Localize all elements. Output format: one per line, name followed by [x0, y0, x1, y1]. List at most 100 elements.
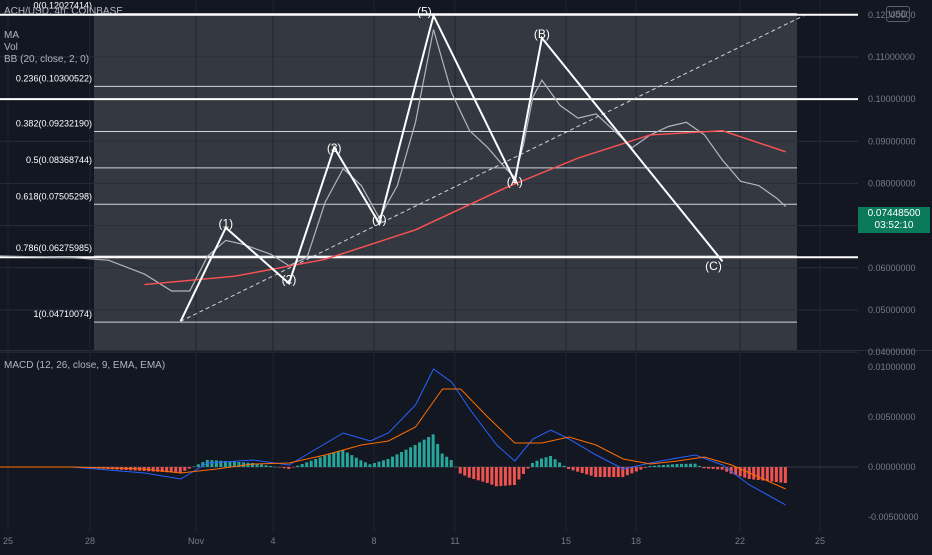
ma-line	[144, 129, 786, 286]
macd-histogram-bar	[467, 467, 471, 478]
macd-histogram-bar	[675, 464, 679, 467]
macd-histogram-bar	[508, 467, 512, 486]
wave-label: (2)	[282, 272, 297, 286]
macd-histogram-bar	[761, 467, 765, 481]
macd-histogram-bar	[680, 463, 684, 467]
macd-histogram-bar	[305, 462, 309, 467]
macd-histogram-bar	[372, 463, 376, 467]
macd-histogram-bar	[571, 467, 575, 471]
price-axis-label: 0.05000000	[868, 305, 916, 315]
macd-histogram-bar	[625, 467, 629, 476]
time-axis-label: 28	[85, 536, 95, 546]
macd-histogram-bar	[232, 461, 236, 467]
fib-level-label: 0.618(0.07505298)	[16, 191, 92, 201]
time-axis-label: 11	[450, 536, 459, 546]
macd-histogram-bar	[720, 467, 724, 470]
macd-histogram-bar	[323, 455, 327, 467]
macd-histogram-bar	[192, 466, 196, 467]
macd-histogram-bar	[282, 467, 286, 469]
macd-histogram-bar	[241, 462, 245, 467]
macd-histogram-bar	[594, 467, 598, 477]
macd-histogram-bar	[278, 467, 282, 468]
macd-histogram-bar	[517, 467, 521, 480]
macd-histogram-bar	[756, 467, 760, 480]
wave-label: (1)	[218, 217, 233, 231]
time-axis-label: 25	[3, 536, 13, 546]
macd-histogram-bar	[499, 467, 503, 486]
fib-retracement-zone	[94, 13, 797, 350]
last-price: 0.07448500	[867, 208, 921, 219]
macd-histogram-bar	[562, 465, 566, 467]
macd-histogram-bar	[183, 467, 187, 471]
macd-histogram-bar	[738, 467, 742, 477]
macd-histogram-bar	[567, 467, 571, 469]
macd-histogram-bar	[431, 434, 435, 467]
macd-histogram-bar	[409, 447, 413, 467]
macd-histogram-bar	[223, 461, 227, 467]
macd-histogram-bar	[228, 461, 232, 467]
trend-line	[180, 15, 805, 322]
macd-histogram-bar	[643, 467, 647, 468]
macd-histogram-bar	[377, 461, 381, 467]
macd-histogram-bar	[540, 458, 544, 467]
time-axis-label: Nov	[188, 536, 205, 546]
macd-histogram-bar	[165, 467, 169, 473]
macd-histogram-bar	[684, 463, 688, 467]
price-axis-label: 0.12000000	[868, 10, 916, 20]
macd-histogram-bar	[345, 452, 349, 467]
macd-histogram-bar	[341, 450, 345, 467]
macd-histogram-bar	[657, 465, 661, 467]
wave-label: (C)	[705, 259, 722, 273]
macd-histogram-bar	[603, 467, 607, 477]
signal-line	[0, 388, 786, 490]
macd-histogram-bar	[418, 442, 422, 467]
fib-level-label: 0.5(0.08368744)	[26, 155, 92, 165]
macd-histogram-bar	[327, 454, 331, 467]
macd-histogram-bar	[214, 460, 218, 467]
macd-histogram-bar	[652, 465, 656, 467]
bar-countdown: 03:52:10	[874, 220, 914, 231]
price-line	[0, 29, 787, 292]
macd-histogram-bar	[521, 467, 525, 474]
price-axis-label: 0.06000000	[868, 263, 916, 273]
macd-histogram-bar	[661, 465, 665, 467]
macd-histogram-bar	[621, 467, 625, 477]
macd-histogram-bar	[589, 467, 593, 476]
macd-axis-label: 0.01000000	[868, 362, 916, 372]
macd-histogram-bar	[300, 464, 304, 467]
macd-histogram-bar	[287, 467, 291, 469]
macd-histogram-bar	[440, 453, 444, 467]
macd-histogram-bar	[368, 464, 372, 467]
macd-histogram-bar	[616, 467, 620, 477]
macd-histogram-bar	[634, 467, 638, 472]
macd-histogram-bar	[386, 459, 390, 467]
macd-histogram-bar	[255, 463, 259, 467]
last-price-tag: 0.07448500 03:52:10	[858, 207, 930, 233]
macd-histogram-bar	[585, 467, 589, 475]
macd-histogram-bar	[359, 460, 363, 467]
macd-histogram-bar	[734, 467, 738, 475]
macd-histogram-bar	[156, 467, 160, 472]
macd-histogram-bar	[336, 451, 340, 467]
macd-histogram-bar	[707, 467, 711, 469]
macd-histogram-bar	[260, 464, 264, 467]
macd-histogram-bar	[580, 467, 584, 473]
macd-histogram-bar	[558, 462, 562, 467]
macd-histogram-bar	[553, 459, 557, 467]
time-axis-label: 4	[270, 536, 275, 546]
ma-indicator-label: MA	[4, 30, 19, 41]
macd-histogram-bar	[219, 460, 223, 467]
macd-histogram-bar	[607, 467, 611, 477]
macd-histogram-bar	[711, 467, 715, 469]
elliott-wave-path	[179, 12, 724, 322]
price-axis-label: 0.08000000	[868, 178, 916, 188]
macd-histogram-bar	[526, 467, 530, 469]
macd-histogram-bar	[169, 467, 173, 473]
macd-histogram-bar	[490, 467, 494, 485]
macd-histogram-bar	[689, 463, 693, 467]
time-axis-label: 18	[631, 536, 641, 546]
fib-level-label: 0.382(0.09232190)	[16, 118, 92, 128]
currency-button[interactable]: USD	[886, 6, 910, 22]
